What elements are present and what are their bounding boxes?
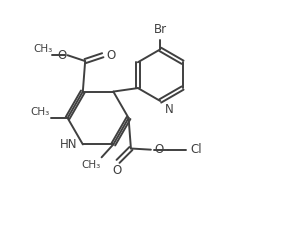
Text: O: O: [106, 49, 116, 62]
Text: CH₃: CH₃: [31, 107, 50, 117]
Text: Br: Br: [154, 23, 167, 36]
Text: O: O: [57, 49, 66, 62]
Text: Cl: Cl: [190, 143, 202, 156]
Text: O: O: [154, 143, 163, 156]
Text: CH₃: CH₃: [81, 160, 100, 170]
Text: HN: HN: [59, 138, 77, 151]
Text: N: N: [164, 103, 173, 116]
Text: O: O: [112, 164, 122, 177]
Text: CH₃: CH₃: [33, 44, 52, 54]
